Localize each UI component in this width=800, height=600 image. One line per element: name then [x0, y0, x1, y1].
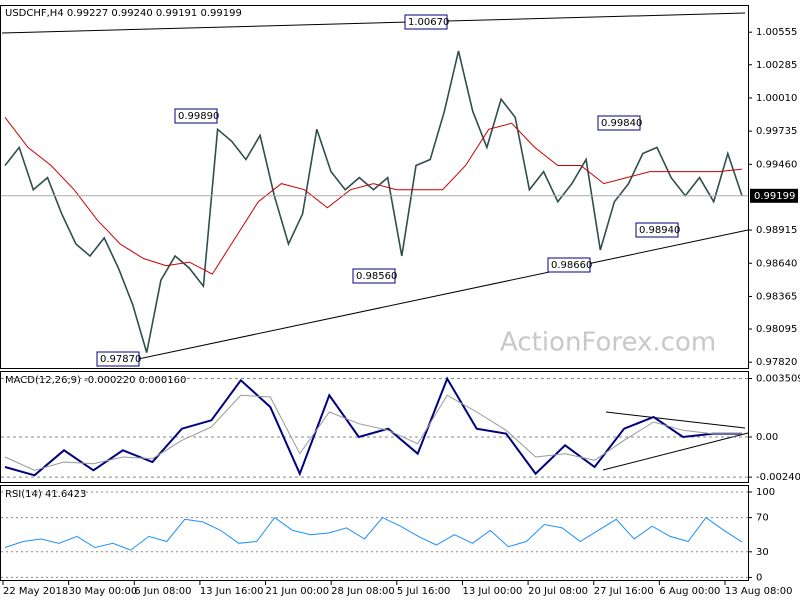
price-panel	[0, 5, 749, 369]
y-tick-label: 0.00	[756, 432, 778, 443]
rsi-title: RSI(14) 41.6423	[5, 489, 86, 500]
rsi-panel	[0, 485, 749, 581]
x-tick-label: 13 Aug 08:00	[725, 586, 792, 597]
x-tick-label: 27 Jul 16:00	[594, 586, 654, 597]
x-tick-label: 5 Jul 16:00	[397, 586, 451, 597]
y-tick-label: 0.98095	[756, 324, 797, 335]
trend-line	[605, 411, 746, 429]
annotation-label: 0.97870	[100, 354, 141, 365]
x-tick-label: 21 Jun 00:00	[266, 586, 330, 597]
y-tick-label: 70	[756, 513, 769, 524]
x-tick-label: 20 Jul 08:00	[528, 586, 588, 597]
annotation-box	[635, 222, 679, 238]
y-tick-label: 0.97820	[756, 357, 797, 368]
y-tick-label: 1.00010	[756, 93, 797, 104]
series-line	[4, 394, 742, 471]
annotation-label: 0.99890	[178, 111, 219, 122]
price-title: USDCHF,H4 0.99227 0.99240 0.99191 0.9919…	[5, 8, 242, 19]
macd-panel	[0, 371, 749, 483]
y-tick-label: 1.00555	[756, 27, 797, 38]
x-tick-label: 22 May 2018	[3, 586, 68, 597]
x-tick-label: 13 Jun 16:00	[200, 586, 264, 597]
y-tick-label: 100	[756, 487, 775, 498]
trend-line	[109, 229, 749, 366]
y-tick-label: -0.002408	[756, 472, 800, 483]
trend-line	[602, 432, 749, 471]
y-tick-label: 0.98365	[756, 291, 797, 302]
y-tick-label: 0.003509	[756, 374, 800, 385]
trend-line	[1, 12, 746, 34]
last-price-label: 0.99199	[754, 191, 795, 202]
x-tick-label: 28 Jun 08:00	[331, 586, 395, 597]
last-price-box	[750, 188, 798, 203]
watermark: ActionForex.com	[500, 328, 716, 358]
y-tick-label: 0.99735	[756, 126, 797, 137]
x-tick-label: 6 Jun 08:00	[134, 586, 191, 597]
x-tick-label: 6 Aug 00:00	[659, 586, 720, 597]
annotation-box	[404, 14, 448, 30]
series-line	[4, 376, 742, 477]
annotation-label: 1.00670	[408, 17, 449, 28]
series-line	[4, 516, 743, 551]
annotation-box	[547, 257, 591, 273]
annotation-box	[352, 268, 396, 284]
annotation-box	[597, 115, 641, 131]
y-tick-label: 0	[756, 572, 762, 583]
x-tick-label: 30 May 00:00	[69, 586, 138, 597]
macd-title: MACD(12,26,9) -0.000220 0.000160	[5, 375, 186, 386]
annotation-label: 0.98560	[356, 271, 397, 282]
annotation-box	[174, 108, 218, 124]
annotation-label: 0.98660	[551, 260, 592, 271]
annotation-label: 0.99840	[601, 118, 642, 129]
y-tick-label: 1.00285	[756, 60, 797, 71]
x-tick-label: 13 Jul 00:00	[462, 586, 522, 597]
annotation-label: 0.98940	[639, 225, 680, 236]
y-tick-label: 0.98915	[756, 225, 797, 236]
series-line	[4, 116, 743, 275]
annotation-box	[96, 351, 140, 367]
y-tick-label: 0.99460	[756, 159, 797, 170]
y-tick-label: 0.98640	[756, 258, 797, 269]
y-tick-label: 30	[756, 547, 769, 558]
